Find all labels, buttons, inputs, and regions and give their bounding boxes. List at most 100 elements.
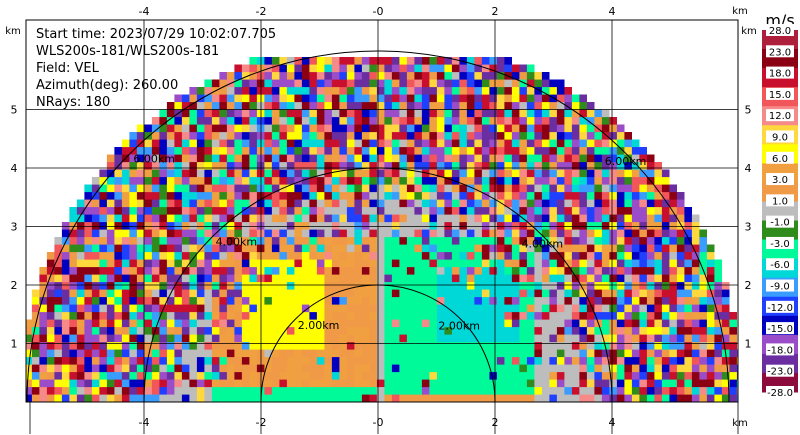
velocity-cell bbox=[46, 327, 55, 335]
velocity-cell bbox=[331, 154, 340, 163]
velocity-cell bbox=[384, 64, 392, 73]
colorbar: m/s28.023.018.015.012.09.06.03.01.0-1.0-… bbox=[762, 11, 798, 399]
velocity-cell bbox=[136, 364, 145, 373]
velocity-cell bbox=[586, 229, 595, 238]
velocity-cell bbox=[601, 154, 610, 163]
velocity-cell bbox=[369, 387, 377, 395]
velocity-cell bbox=[391, 334, 400, 343]
velocity-cell bbox=[601, 349, 610, 358]
velocity-cell bbox=[474, 117, 482, 125]
velocity-cell bbox=[579, 349, 587, 358]
velocity-cell bbox=[489, 357, 497, 365]
velocity-cell bbox=[301, 154, 310, 163]
velocity-cell bbox=[421, 259, 430, 268]
velocity-cell bbox=[466, 184, 475, 193]
velocity-cell bbox=[504, 207, 512, 215]
velocity-cell bbox=[384, 372, 392, 380]
velocity-cell bbox=[676, 237, 685, 245]
velocity-cell bbox=[489, 319, 497, 328]
velocity-cell bbox=[114, 334, 122, 343]
velocity-cell bbox=[264, 282, 272, 290]
velocity-cell bbox=[736, 364, 738, 373]
velocity-cell bbox=[399, 177, 407, 185]
velocity-cell bbox=[316, 124, 325, 133]
velocity-cell bbox=[324, 394, 332, 402]
velocity-cell bbox=[571, 282, 580, 290]
velocity-cell bbox=[294, 57, 302, 65]
velocity-cell bbox=[271, 274, 280, 283]
velocity-cell bbox=[399, 379, 407, 388]
velocity-cell bbox=[279, 109, 287, 118]
velocity-cell bbox=[54, 342, 62, 350]
velocity-cell bbox=[474, 244, 482, 253]
velocity-cell bbox=[496, 154, 505, 163]
velocity-cell bbox=[601, 117, 610, 125]
velocity-cell bbox=[474, 109, 482, 118]
velocity-cell bbox=[414, 304, 422, 313]
velocity-cell bbox=[376, 214, 385, 223]
velocity-cell bbox=[346, 349, 355, 358]
velocity-cell bbox=[549, 282, 557, 290]
velocity-cell bbox=[219, 364, 227, 373]
velocity-cell bbox=[106, 192, 115, 200]
velocity-cell bbox=[346, 297, 355, 305]
velocity-cell bbox=[496, 192, 505, 200]
velocity-cell bbox=[144, 312, 152, 320]
velocity-cell bbox=[556, 79, 565, 88]
velocity-cell bbox=[324, 274, 332, 283]
velocity-cell bbox=[249, 229, 257, 238]
velocity-cell bbox=[414, 139, 422, 148]
velocity-cell bbox=[264, 387, 272, 395]
velocity-cell bbox=[414, 237, 422, 245]
velocity-cell bbox=[114, 214, 122, 223]
velocity-cell bbox=[369, 72, 377, 80]
velocity-cell bbox=[354, 244, 362, 253]
velocity-cell bbox=[361, 184, 370, 193]
velocity-cell bbox=[181, 102, 190, 110]
velocity-cell bbox=[661, 207, 670, 215]
velocity-cell bbox=[339, 334, 347, 343]
velocity-cell bbox=[129, 357, 137, 365]
velocity-cell bbox=[496, 379, 505, 388]
velocity-cell bbox=[166, 154, 175, 163]
velocity-cell bbox=[76, 357, 85, 365]
velocity-cell bbox=[316, 214, 325, 223]
velocity-cell bbox=[399, 349, 407, 358]
velocity-cell bbox=[601, 312, 610, 320]
velocity-cell bbox=[249, 282, 257, 290]
velocity-cell bbox=[271, 297, 280, 305]
velocity-cell bbox=[459, 124, 467, 133]
velocity-cell bbox=[136, 379, 145, 388]
velocity-cell bbox=[354, 349, 362, 358]
velocity-cell bbox=[189, 94, 197, 103]
velocity-cell bbox=[436, 244, 445, 253]
velocity-cell bbox=[286, 87, 295, 95]
velocity-cell bbox=[46, 334, 55, 343]
velocity-cell bbox=[609, 379, 617, 388]
velocity-cell bbox=[609, 342, 617, 350]
velocity-cell bbox=[136, 154, 145, 163]
velocity-cell bbox=[489, 312, 497, 320]
velocity-cell bbox=[399, 297, 407, 305]
velocity-cell bbox=[54, 259, 62, 268]
velocity-cell bbox=[361, 259, 370, 268]
velocity-cell bbox=[616, 342, 625, 350]
velocity-cell bbox=[91, 177, 100, 185]
velocity-cell bbox=[489, 162, 497, 170]
velocity-cell bbox=[721, 319, 730, 328]
velocity-cell bbox=[429, 184, 437, 193]
velocity-cell bbox=[76, 252, 85, 260]
velocity-cell bbox=[234, 289, 242, 298]
velocity-cell bbox=[181, 342, 190, 350]
velocity-cell bbox=[99, 327, 107, 335]
velocity-cell bbox=[166, 237, 175, 245]
velocity-cell bbox=[144, 222, 152, 230]
velocity-cell bbox=[286, 342, 295, 350]
velocity-cell bbox=[84, 342, 92, 350]
velocity-cell bbox=[579, 109, 587, 118]
velocity-cell bbox=[429, 357, 437, 365]
velocity-cell bbox=[444, 252, 452, 260]
velocity-cell bbox=[39, 372, 47, 380]
velocity-cell bbox=[504, 87, 512, 95]
velocity-cell bbox=[316, 237, 325, 245]
